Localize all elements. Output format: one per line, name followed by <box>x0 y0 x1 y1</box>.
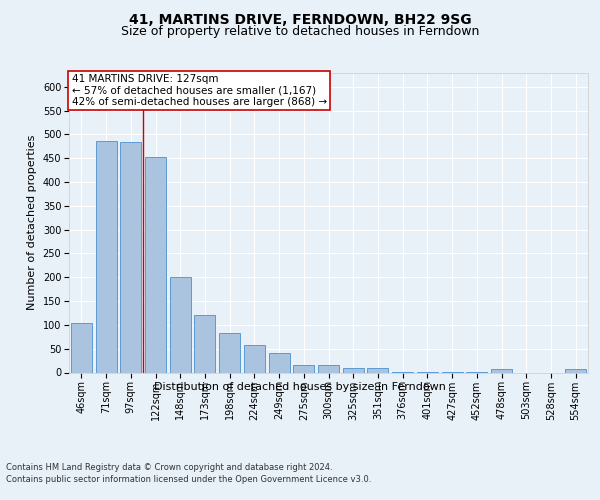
Bar <box>71 322 92 372</box>
Bar <box>194 316 215 372</box>
Text: Distribution of detached houses by size in Ferndown: Distribution of detached houses by size … <box>154 382 446 392</box>
Bar <box>293 366 314 372</box>
Bar <box>491 369 512 372</box>
Bar <box>244 346 265 372</box>
Text: Contains HM Land Registry data © Crown copyright and database right 2024.: Contains HM Land Registry data © Crown c… <box>6 462 332 471</box>
Text: Contains public sector information licensed under the Open Government Licence v3: Contains public sector information licen… <box>6 475 371 484</box>
Text: Size of property relative to detached houses in Ferndown: Size of property relative to detached ho… <box>121 25 479 38</box>
Text: 41, MARTINS DRIVE, FERNDOWN, BH22 9SG: 41, MARTINS DRIVE, FERNDOWN, BH22 9SG <box>128 12 472 26</box>
Bar <box>219 333 240 372</box>
Bar <box>565 369 586 372</box>
Bar <box>95 140 116 372</box>
Bar <box>269 354 290 372</box>
Bar <box>120 142 141 372</box>
Bar <box>367 368 388 372</box>
Bar <box>145 157 166 372</box>
Y-axis label: Number of detached properties: Number of detached properties <box>27 135 37 310</box>
Bar <box>343 368 364 372</box>
Bar <box>170 277 191 372</box>
Text: 41 MARTINS DRIVE: 127sqm
← 57% of detached houses are smaller (1,167)
42% of sem: 41 MARTINS DRIVE: 127sqm ← 57% of detach… <box>71 74 327 107</box>
Bar <box>318 366 339 372</box>
